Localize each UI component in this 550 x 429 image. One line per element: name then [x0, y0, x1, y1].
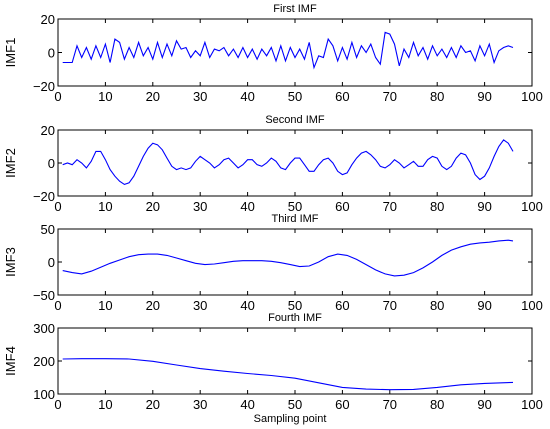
- series-line: [62, 31, 514, 70]
- x-tick-label: 10: [98, 298, 112, 313]
- x-tick-label: 70: [383, 89, 397, 104]
- x-tick-label: 90: [477, 199, 491, 214]
- x-tick-label: 90: [477, 298, 491, 313]
- x-tick-label: 0: [54, 397, 61, 412]
- y-tick-label: 100: [33, 387, 55, 402]
- x-tick-label: 100: [521, 199, 543, 214]
- series-line: [62, 239, 514, 277]
- x-tick-label: 30: [193, 298, 207, 313]
- series-line: [62, 358, 514, 391]
- series-line: [62, 139, 514, 186]
- x-tick-label: 0: [54, 199, 61, 214]
- x-tick-label: 10: [98, 397, 112, 412]
- x-tick-label: 30: [193, 397, 207, 412]
- x-tick-label: 50: [288, 89, 302, 104]
- y-tick-label: −50: [33, 288, 55, 303]
- x-tick-label: 80: [430, 89, 444, 104]
- x-tick-label: 90: [477, 397, 491, 412]
- x-tick-label: 90: [477, 89, 491, 104]
- y-tick-label: 50: [41, 222, 55, 237]
- x-tick-label: 0: [54, 298, 61, 313]
- x-axis-label: Sampling point: [254, 413, 327, 425]
- x-tick-label: 10: [98, 199, 112, 214]
- chart-title: Fourth IMF: [268, 312, 322, 324]
- y-axis-label: IMF4: [3, 346, 18, 376]
- x-tick-label: 70: [383, 199, 397, 214]
- x-tick-label: 80: [430, 199, 444, 214]
- axes-box: [57, 18, 533, 87]
- chart-title: Second IMF: [265, 114, 325, 126]
- x-tick-label: 10: [98, 89, 112, 104]
- x-tick-label: 50: [288, 298, 302, 313]
- x-tick-label: 0: [54, 89, 61, 104]
- x-tick-label: 50: [288, 397, 302, 412]
- x-tick-label: 60: [335, 298, 349, 313]
- x-tick-label: 70: [383, 397, 397, 412]
- y-tick-label: −20: [33, 189, 55, 204]
- chart-title: First IMF: [273, 3, 317, 15]
- x-tick-label: 60: [335, 397, 349, 412]
- x-tick-label: 30: [193, 199, 207, 214]
- y-tick-label: 200: [33, 354, 55, 369]
- axes-box: [57, 129, 533, 197]
- y-axis-label: IMF1: [3, 38, 18, 68]
- y-tick-label: 300: [33, 321, 55, 336]
- x-tick-label: 40: [240, 199, 254, 214]
- y-axis-label: IMF2: [3, 148, 18, 178]
- x-tick-label: 100: [521, 298, 543, 313]
- x-tick-label: 40: [240, 397, 254, 412]
- x-tick-label: 50: [288, 199, 302, 214]
- x-tick-label: 20: [146, 397, 160, 412]
- x-tick-label: 20: [146, 199, 160, 214]
- axes-box: [57, 228, 533, 296]
- x-tick-label: 20: [146, 89, 160, 104]
- x-tick-label: 70: [383, 298, 397, 313]
- y-tick-label: 20: [41, 123, 55, 138]
- x-tick-label: 20: [146, 298, 160, 313]
- chart-title: Third IMF: [271, 213, 318, 225]
- x-tick-label: 60: [335, 199, 349, 214]
- y-tick-label: 0: [48, 156, 55, 171]
- x-tick-label: 30: [193, 89, 207, 104]
- y-tick-label: −20: [33, 79, 55, 94]
- y-axis-label: IMF3: [3, 247, 18, 277]
- axes-box: [57, 327, 533, 395]
- x-tick-label: 80: [430, 397, 444, 412]
- y-tick-label: 0: [48, 46, 55, 61]
- x-tick-label: 100: [521, 89, 543, 104]
- x-tick-label: 60: [335, 89, 349, 104]
- y-tick-label: 20: [41, 12, 55, 27]
- x-tick-label: 40: [240, 89, 254, 104]
- x-tick-label: 80: [430, 298, 444, 313]
- y-tick-label: 0: [48, 255, 55, 270]
- x-tick-label: 100: [521, 397, 543, 412]
- x-tick-label: 40: [240, 298, 254, 313]
